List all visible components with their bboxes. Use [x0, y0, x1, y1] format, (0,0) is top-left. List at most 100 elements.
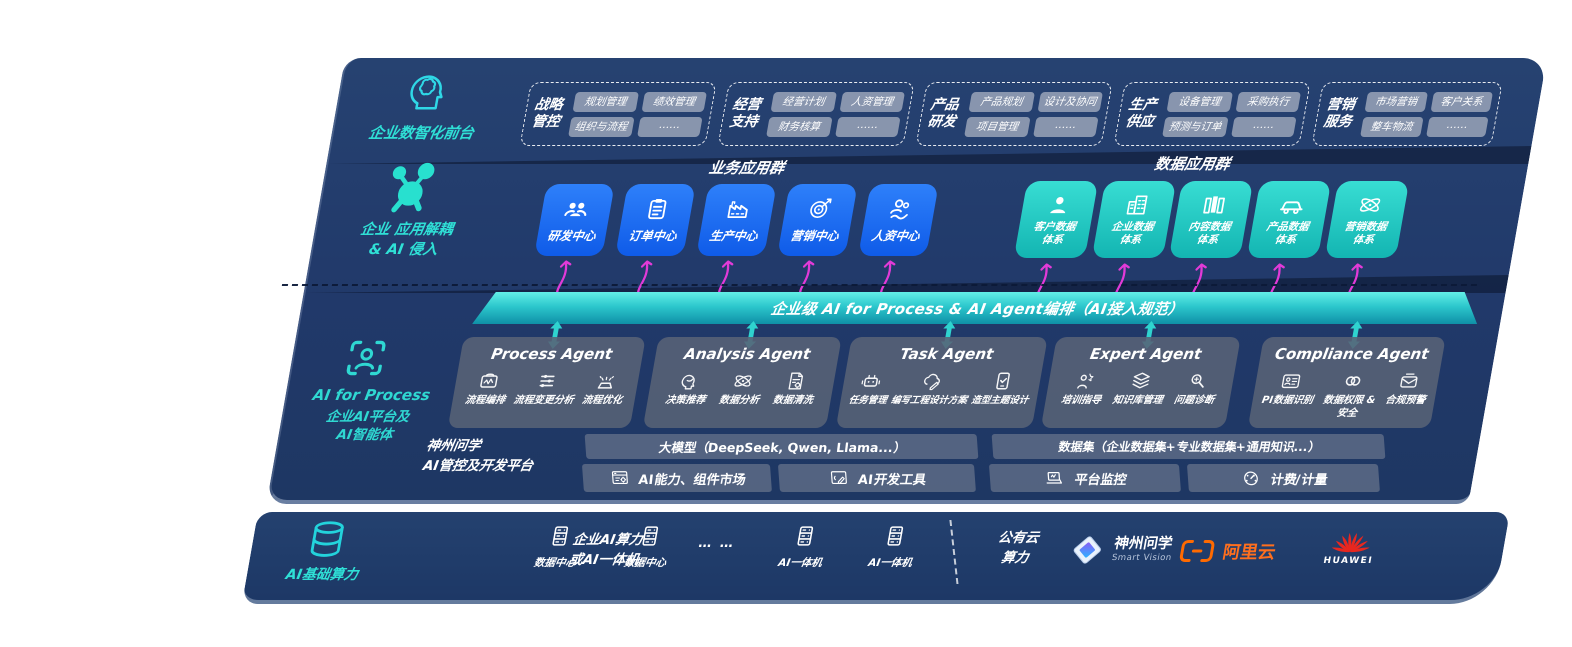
molecule-icon — [377, 162, 443, 218]
model-bar: 大模型（DeepSeek, Qwen, Llama...） — [584, 434, 979, 459]
infra-label: AI基础算力 — [284, 567, 360, 583]
cloud-pen-icon — [920, 370, 946, 392]
group-item: 组织与流程 — [568, 116, 635, 137]
expert-agent-box: Expert Agent 培训指导 知识库管理 问题诊断 — [1040, 337, 1241, 428]
group-item: 人资管理 — [839, 91, 906, 112]
group-item: 设计及协同 — [1037, 91, 1104, 112]
atom-icon — [730, 370, 756, 392]
layer-separator — [328, 146, 1531, 164]
compliance-agent-box: Compliance Agent PI数据识别 数据权限 & 安全 合规预警 — [1247, 337, 1446, 428]
data-app-content: 内容数据体系 — [1168, 181, 1254, 258]
vendor-aliyun: 阿里云 — [1177, 538, 1278, 564]
billing-cell: 计费/计量 — [1186, 464, 1380, 492]
wave-box-icon — [476, 370, 502, 392]
columns-icon — [1198, 192, 1229, 218]
group-name: 经营支持 — [728, 97, 763, 130]
target-icon — [804, 196, 835, 222]
business-app-rd: 研发中心 — [534, 184, 615, 256]
business-group-title: 业务应用群 — [707, 159, 786, 177]
vendor-szwx: 神州问学 Smart Vision — [1066, 532, 1176, 568]
mail-alert-icon — [1396, 370, 1422, 392]
window-pen-icon — [828, 468, 849, 488]
dataset-bar: 数据集（企业数据集+专业数据集+通用知识...） — [991, 434, 1386, 459]
group-item: …… — [1032, 116, 1099, 137]
public-cloud-label: 公有云 算力 — [996, 530, 1041, 567]
car-icon — [1276, 192, 1307, 218]
person-icon — [1043, 192, 1074, 218]
platform-label: 神州问学 AI管控及开发平台 — [421, 438, 535, 475]
clipboard-icon — [642, 196, 673, 222]
ellipsis-dots: … … — [697, 536, 737, 551]
diagnose-icon — [1185, 370, 1211, 392]
doc-gear-icon — [783, 370, 809, 392]
dashed-divider — [949, 520, 959, 584]
group-name: 产品研发 — [926, 97, 961, 130]
robot-icon — [858, 370, 884, 392]
ai-bus-bar: 企业级 AI for Process & AI Agent编排（AI接入规范） — [472, 292, 1483, 324]
ai-devtool-cell: AI开发工具 — [777, 464, 976, 492]
main-body: 企业数智化前台 战略管控 规划管理 绩效管理 组织与流程 …… 经营支持 经营计… — [266, 58, 1547, 504]
hr-icon — [885, 196, 916, 222]
group-item: 客户关系 — [1430, 91, 1494, 112]
ai-appliance-node: AI一体机 — [761, 521, 846, 570]
database-icon — [302, 518, 353, 560]
sliders-icon — [534, 370, 560, 392]
laptop-icon — [1044, 468, 1065, 488]
atom-icon — [1354, 192, 1385, 218]
group-item: 规划管理 — [572, 91, 639, 112]
boundary-dashed-line — [281, 284, 1478, 286]
front-layer-label: 企业数智化前台 — [367, 124, 476, 142]
front-group-strategy: 战略管控 规划管理 绩效管理 组织与流程 …… — [519, 82, 717, 146]
data-app-customer: 客户数据体系 — [1013, 181, 1099, 258]
presenter-icon — [1072, 370, 1098, 392]
front-group-production: 生产供应 设备管理 采购执行 预测与订单 …… — [1113, 82, 1311, 146]
group-item: …… — [1425, 116, 1489, 137]
window-gear-icon — [609, 468, 630, 488]
group-name: 战略管控 — [530, 97, 565, 130]
group-item: 绩效管理 — [641, 91, 708, 112]
ai-capability-cell: AI能力、组件市场 — [581, 464, 772, 492]
ai-appliance-node: AI一体机 — [851, 521, 936, 570]
head-brain-icon — [399, 66, 454, 116]
building-icon — [1121, 192, 1152, 218]
group-item: 设备管理 — [1166, 91, 1233, 112]
platform-monitor-cell: 平台监控 — [988, 464, 1181, 492]
group-item: …… — [636, 116, 703, 137]
szwx-logo — [1066, 532, 1108, 568]
huawei-logo — [1329, 522, 1375, 554]
server-icon — [545, 521, 575, 551]
group-item: 项目管理 — [964, 116, 1031, 137]
scan-person-icon — [340, 336, 392, 380]
analysis-agent-box: Analysis Agent 决策推荐 数据分析 数据清洗 — [642, 337, 842, 428]
aliyun-logo — [1177, 538, 1218, 564]
gauge-icon — [1240, 468, 1261, 488]
group-item: 产品规划 — [968, 91, 1035, 112]
process-agent-box: Process Agent 流程编排 流程变更分析 流程优化 — [447, 337, 646, 428]
team-icon — [561, 196, 592, 222]
burst-icon — [593, 370, 619, 392]
business-app-marketing: 营销中心 — [777, 184, 858, 256]
business-app-order: 订单中心 — [615, 184, 696, 256]
group-item: …… — [1230, 116, 1297, 137]
group-item: 市场营销 — [1364, 91, 1428, 112]
data-group-title: 数据应用群 — [1153, 155, 1232, 173]
server-icon — [790, 521, 820, 551]
group-item: 经营计划 — [770, 91, 837, 112]
phone-check-icon — [990, 370, 1016, 392]
head-chat-icon — [676, 370, 702, 392]
front-group-product: 产品研发 产品规划 设计及协同 项目管理 …… — [915, 82, 1113, 146]
server-icon — [635, 521, 665, 551]
server-icon — [880, 521, 910, 551]
group-item: 财务核算 — [766, 116, 833, 137]
vendor-huawei: HUAWEI — [1322, 522, 1379, 566]
group-name: 生产供应 — [1124, 97, 1159, 130]
id-card-icon — [1278, 370, 1304, 392]
business-app-hr: 人资中心 — [858, 184, 939, 256]
data-app-marketing: 营销数据体系 — [1324, 181, 1410, 258]
front-group-operation: 经营支持 经营计划 人资管理 财务核算 …… — [717, 82, 915, 146]
factory-icon — [723, 196, 754, 222]
datacenter-node: 数据中心 — [516, 521, 601, 570]
group-item: 预测与订单 — [1162, 116, 1229, 137]
rings-icon — [1340, 370, 1366, 392]
